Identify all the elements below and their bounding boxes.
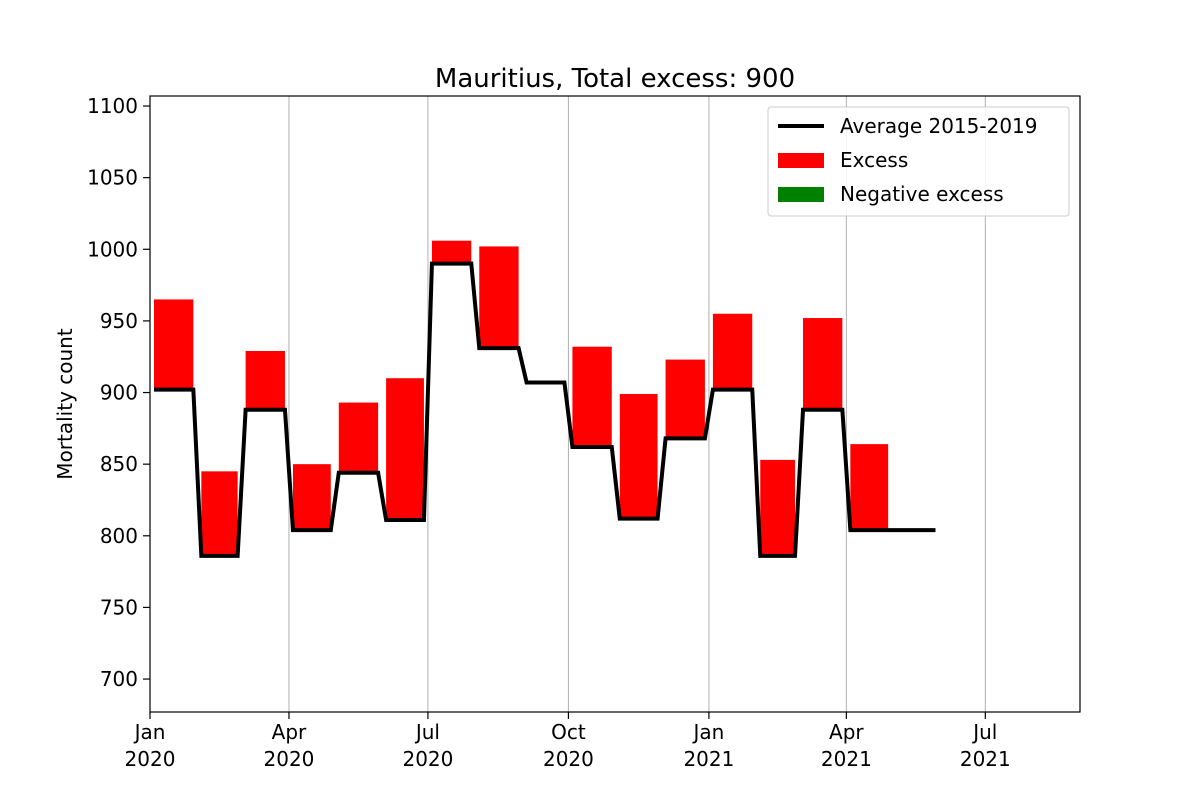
y-axis-label: Mortality count bbox=[53, 328, 77, 480]
y-tick-label: 1000 bbox=[87, 237, 138, 261]
x-tick-label-year: 2021 bbox=[960, 747, 1011, 771]
x-tick-label-year: 2020 bbox=[125, 747, 176, 771]
legend-label-negative-excess: Negative excess bbox=[840, 182, 1004, 206]
legend: Average 2015-2019 Excess Negative excess bbox=[767, 106, 1070, 217]
x-tick-label-month: Jan bbox=[133, 720, 166, 744]
excess-bar bbox=[712, 313, 753, 390]
excess-bar bbox=[154, 299, 194, 390]
y-tick-label: 900 bbox=[100, 381, 138, 405]
y-tick-label: 1050 bbox=[87, 166, 138, 190]
excess-bar bbox=[338, 402, 379, 473]
excess-bar bbox=[760, 459, 796, 556]
legend-swatch-excess bbox=[778, 153, 824, 168]
x-tick-label-month: Jan bbox=[691, 720, 724, 744]
excess-bar bbox=[292, 464, 331, 531]
excess-bar bbox=[850, 444, 889, 531]
x-tick-label-month: Apr bbox=[829, 720, 864, 744]
x-tick-label-month: Oct bbox=[551, 720, 586, 744]
x-tick-label-year: 2020 bbox=[543, 747, 594, 771]
legend-label-average: Average 2015-2019 bbox=[840, 114, 1038, 138]
y-axis: 700 750 800 850 900 950 1000 1050 1100 bbox=[87, 94, 150, 691]
legend-swatch-negative-excess bbox=[778, 187, 824, 202]
excess-bar bbox=[803, 318, 843, 410]
x-tick-label-month: Jul bbox=[971, 720, 997, 744]
y-tick-label: 800 bbox=[100, 524, 138, 548]
excess-bar bbox=[665, 359, 705, 439]
excess-bar bbox=[572, 346, 612, 447]
excess-bar bbox=[431, 240, 472, 264]
y-tick-label: 1100 bbox=[87, 94, 138, 118]
x-tick-label-year: 2021 bbox=[821, 747, 872, 771]
average-step-line bbox=[154, 261, 936, 558]
plot-frame bbox=[149, 95, 1081, 713]
legend-box bbox=[767, 106, 1070, 217]
excess-bar bbox=[245, 350, 285, 410]
excess-bar bbox=[479, 246, 519, 349]
x-tick-label-month: Apr bbox=[272, 720, 307, 744]
y-tick-label: 950 bbox=[100, 309, 138, 333]
y-tick-label: 750 bbox=[100, 595, 138, 619]
x-tick-label-year: 2021 bbox=[683, 747, 734, 771]
excess-bar bbox=[619, 393, 658, 519]
x-tick-label-month: Jul bbox=[414, 720, 440, 744]
x-axis: Jan 2020 Apr 2020 Jul 2020 Oct 2020 Jan 2021 Apr 20… bbox=[125, 712, 1011, 771]
legend-label-excess: Excess bbox=[840, 148, 908, 172]
y-tick-label: 700 bbox=[100, 667, 138, 691]
average-line-layer bbox=[154, 261, 936, 558]
y-tick-label: 850 bbox=[100, 452, 138, 476]
x-tick-label-year: 2020 bbox=[402, 747, 453, 771]
excess-bar bbox=[386, 378, 424, 521]
x-tick-label-year: 2020 bbox=[264, 747, 315, 771]
excess-bar bbox=[201, 471, 238, 556]
chart-title: Mauritius, Total excess: 900 bbox=[435, 64, 795, 94]
excess-bars bbox=[154, 240, 889, 556]
